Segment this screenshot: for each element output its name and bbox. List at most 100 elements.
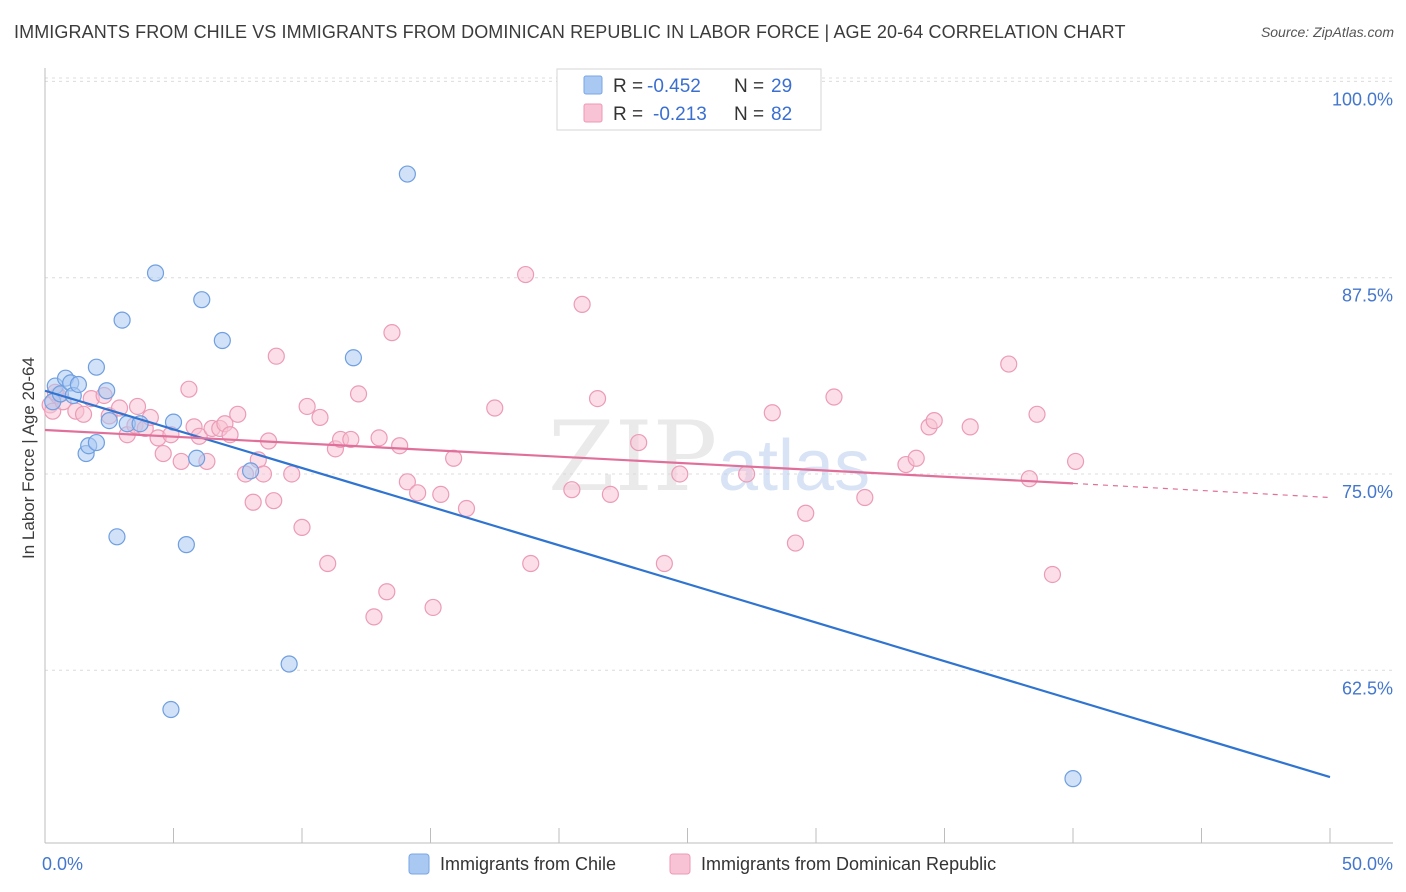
- data-point-dominican: [907, 449, 925, 467]
- data-point-dominican: [74, 405, 93, 423]
- data-point-dominican: [738, 465, 756, 483]
- data-point-dominican: [856, 488, 874, 507]
- x-tick-label: 0.0%: [42, 854, 83, 874]
- data-point-dominican: [424, 598, 442, 617]
- correlation-legend: R = -0.452 N = 29 R = -0.213 N = 82: [556, 68, 822, 131]
- data-point-dominican: [522, 554, 540, 573]
- data-point-dominican: [319, 554, 337, 573]
- data-point-chile: [162, 700, 180, 719]
- series-legend-label-dominican: Immigrants from Dominican Republic: [701, 854, 996, 874]
- data-point-dominican: [398, 473, 416, 491]
- data-point-dominican: [409, 484, 427, 502]
- data-point-chile: [177, 536, 195, 554]
- series-chile: [44, 165, 1082, 788]
- data-point-dominican: [671, 465, 689, 483]
- source-credit: Source: ZipAtlas.com: [1260, 24, 1394, 40]
- series-dominican: [41, 265, 1085, 626]
- data-point-dominican: [172, 452, 190, 471]
- tick-labels: 100.0% 87.5% 75.0% 62.5% 0.0% 50.0%: [42, 89, 1393, 874]
- legend-n-value-2: 82: [771, 104, 792, 125]
- data-point-dominican: [365, 608, 383, 626]
- data-point-chile: [87, 433, 106, 452]
- y-tick-label: 100.0%: [1332, 89, 1393, 109]
- data-point-dominican: [370, 429, 388, 447]
- data-point-dominican: [601, 485, 620, 503]
- data-point-dominican: [128, 397, 147, 416]
- legend-n-label-1: N =: [734, 76, 764, 97]
- data-point-dominican: [825, 388, 843, 406]
- axes: [44, 68, 1393, 844]
- data-point-chile: [69, 375, 88, 394]
- legend-r-value-2: -0.213: [653, 104, 707, 125]
- data-point-dominican: [1000, 355, 1018, 373]
- data-point-dominican: [573, 295, 591, 313]
- data-point-chile: [98, 382, 116, 400]
- trend-lines: [44, 389, 1331, 779]
- data-point-dominican: [516, 265, 535, 284]
- data-point-dominican: [563, 481, 581, 499]
- y-axis-title: In Labor Force | Age 20-64: [19, 357, 38, 559]
- legend-r-value-1: -0.452: [647, 76, 701, 97]
- data-point-dominican: [244, 493, 262, 511]
- data-point-chile: [87, 358, 106, 376]
- data-point-dominican: [267, 347, 285, 365]
- data-point-dominican: [293, 518, 311, 536]
- data-point-chile: [100, 411, 118, 430]
- data-point-dominican: [349, 385, 368, 403]
- data-point-dominican: [383, 324, 401, 342]
- data-point-dominican: [630, 433, 648, 452]
- data-point-chile: [146, 264, 165, 282]
- legend-n-value-1: 29: [771, 76, 792, 97]
- data-point-chile: [113, 311, 131, 329]
- trend-line-dominican: [44, 428, 1074, 485]
- data-point-chile: [193, 291, 211, 309]
- data-point-chile: [213, 331, 231, 350]
- y-tick-label: 75.0%: [1342, 482, 1393, 502]
- series-legend-label-chile: Immigrants from Chile: [440, 854, 616, 874]
- y-tick-label: 87.5%: [1342, 286, 1393, 306]
- trend-line-chile: [44, 389, 1331, 779]
- series-legend: Immigrants from Chile Immigrants from Do…: [408, 853, 996, 875]
- legend-r-label-2: R =: [613, 104, 643, 125]
- data-point-chile: [344, 349, 362, 367]
- data-point-dominican: [925, 411, 943, 430]
- legend-n-label-2: N =: [734, 104, 764, 125]
- data-point-dominican: [391, 437, 409, 455]
- legend-swatch-dominican: [583, 103, 603, 123]
- data-point-dominican: [763, 404, 781, 422]
- gridlines: [45, 77, 1393, 671]
- data-point-chile: [1064, 770, 1082, 788]
- legend-swatch-chile: [583, 75, 603, 95]
- data-point-chile: [280, 655, 298, 673]
- series-legend-swatch-chile: [408, 853, 430, 875]
- data-point-dominican: [1020, 470, 1038, 488]
- data-point-chile: [242, 462, 260, 480]
- data-point-dominican: [432, 485, 450, 503]
- x-tick-label: 50.0%: [1342, 854, 1393, 874]
- trend-line-dominican-extrapolated: [1072, 482, 1331, 499]
- data-point-dominican: [588, 390, 607, 408]
- data-point-dominican: [655, 554, 673, 573]
- data-point-dominican: [311, 408, 329, 427]
- data-point-dominican: [283, 465, 301, 483]
- data-point-chile: [108, 528, 126, 546]
- data-point-dominican: [180, 380, 198, 398]
- y-tick-label: 62.5%: [1342, 678, 1393, 698]
- data-point-chile: [398, 165, 416, 183]
- data-point-dominican: [786, 534, 805, 552]
- series-layer: [41, 165, 1085, 788]
- data-point-dominican: [797, 504, 815, 522]
- data-point-dominican: [1043, 565, 1062, 584]
- legend-r-label-1: R =: [613, 76, 643, 97]
- data-point-dominican: [445, 449, 463, 467]
- data-point-dominican: [342, 430, 360, 449]
- data-point-dominican: [486, 399, 504, 417]
- series-legend-swatch-dominican: [669, 853, 691, 875]
- watermark: ZIP atlas: [548, 401, 870, 513]
- data-point-dominican: [378, 583, 396, 601]
- data-point-dominican: [961, 418, 979, 436]
- data-point-dominican: [1028, 405, 1046, 423]
- data-point-dominican: [265, 492, 283, 510]
- data-point-dominican: [457, 499, 476, 518]
